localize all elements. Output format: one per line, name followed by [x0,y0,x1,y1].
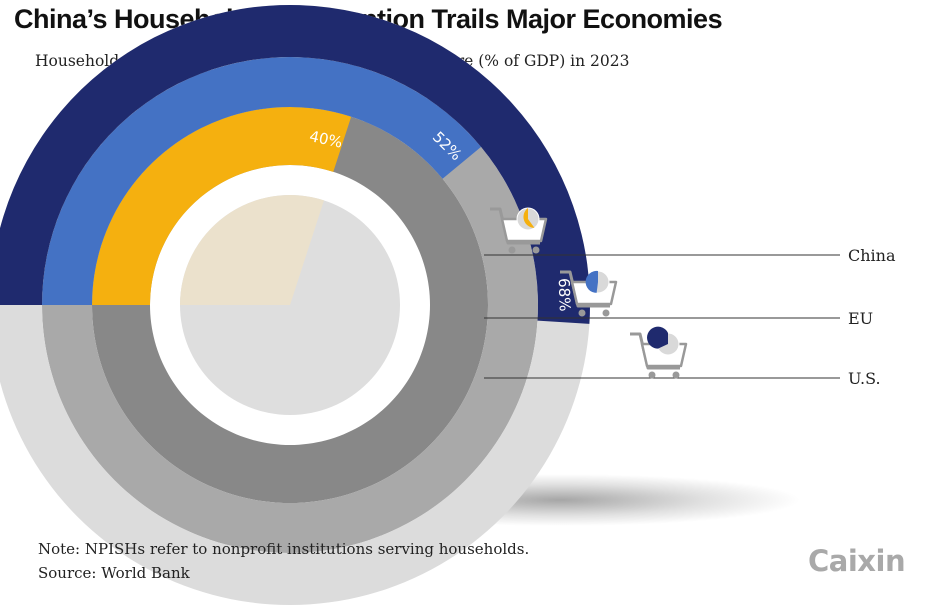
shopping-cart-us-icon [630,326,688,379]
legend: China EU U.S. [484,207,896,388]
source-text: Source: World Bank [38,564,190,582]
value-label-us: 68% [555,278,574,312]
rings-layer [0,5,590,605]
legend-label-us: U.S. [848,369,881,388]
legend-label-china: China [848,246,896,265]
ring-bar-eu [42,57,482,306]
shopping-cart-china-icon [490,207,548,254]
ring-bar-china [92,107,352,305]
ring-bar-us [0,5,590,324]
legend-label-eu: EU [848,309,873,328]
caixin-logo: Caixin [808,544,906,578]
center-wedge [180,195,324,305]
shopping-cart-eu-icon [560,270,618,317]
note-text: Note: NPISHs refer to nonprofit institut… [38,540,530,558]
